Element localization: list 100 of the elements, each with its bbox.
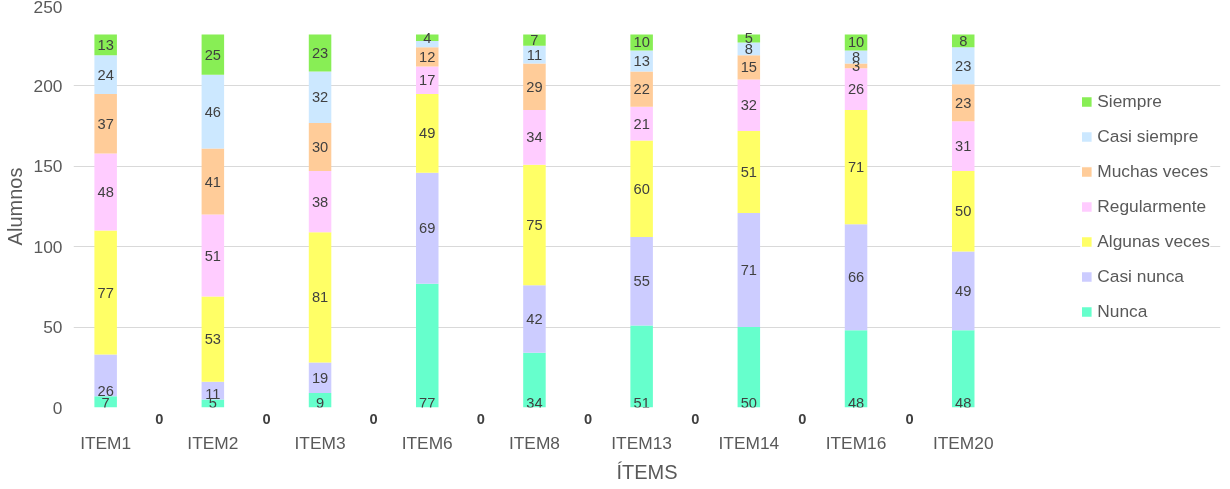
bar	[951, 251, 975, 331]
bar	[523, 63, 546, 111]
bar	[630, 140, 653, 238]
data-label: 0	[155, 410, 164, 427]
bar	[201, 296, 225, 382]
data-label: 50	[740, 394, 757, 411]
data-label: 10	[633, 34, 650, 51]
data-label: 15	[740, 59, 757, 76]
x-tick-label: ITEM2	[187, 432, 239, 453]
data-label: 81	[311, 289, 329, 306]
data-label: 77	[97, 284, 114, 301]
data-label: 71	[847, 159, 865, 176]
data-label: 32	[311, 89, 329, 106]
bar	[201, 214, 225, 297]
data-label: 0	[798, 410, 807, 427]
data-label: 48	[97, 184, 114, 201]
data-label: 51	[740, 163, 757, 180]
data-label: 12	[419, 48, 436, 65]
bar	[415, 283, 439, 408]
data-label: 11	[526, 46, 543, 63]
data-label: 49	[419, 125, 436, 142]
y-tick-label: 0	[52, 397, 63, 418]
data-label: 69	[419, 220, 436, 237]
data-label: 60	[633, 180, 650, 197]
legend-label: Nunca	[1097, 300, 1148, 322]
bar	[523, 110, 546, 165]
data-label: 13	[633, 52, 650, 69]
bar	[844, 330, 868, 408]
y-tick-label: 100	[33, 236, 63, 257]
data-label: 42	[526, 311, 543, 328]
data-label: 23	[311, 44, 329, 61]
data-label: 34	[526, 394, 543, 411]
x-tick-label: ITEM16	[825, 432, 887, 453]
x-tick-label: ITEM6	[401, 432, 453, 453]
data-label: 23	[955, 57, 972, 74]
data-label: 29	[526, 78, 543, 95]
data-label: 51	[633, 394, 650, 411]
data-label: 41	[204, 173, 222, 190]
data-label: 48	[955, 394, 972, 411]
bar	[523, 352, 546, 408]
bar	[308, 232, 332, 363]
bar	[415, 172, 439, 284]
data-label: 0	[262, 410, 271, 427]
data-label: 77	[419, 394, 436, 411]
bar	[951, 330, 975, 408]
y-tick-label: 200	[33, 75, 63, 96]
data-label: 0	[369, 410, 378, 427]
bar	[201, 74, 225, 149]
bar	[844, 224, 868, 331]
bar	[523, 285, 546, 353]
legend-label: Siempre	[1097, 90, 1162, 112]
data-label: 38	[311, 193, 329, 210]
data-label: 31	[955, 138, 972, 155]
y-tick-label: 150	[33, 156, 63, 177]
data-label: 71	[740, 262, 757, 279]
legend-label: Algunas veces	[1097, 230, 1210, 252]
data-label: 7	[530, 32, 539, 49]
data-label: 46	[204, 103, 222, 120]
data-label: 13	[97, 36, 114, 53]
data-label: 75	[526, 216, 543, 233]
data-label: 34	[526, 129, 543, 146]
data-label: 48	[847, 394, 865, 411]
data-label: 32	[740, 97, 757, 114]
bar	[630, 237, 653, 326]
data-label: 25	[204, 46, 222, 63]
bar	[737, 212, 761, 328]
bar	[630, 106, 653, 141]
bar	[844, 110, 868, 225]
bar	[94, 153, 117, 231]
y-tick-label: 250	[33, 0, 63, 17]
data-label: 17	[419, 72, 436, 89]
legend-label: Muchas veces	[1097, 160, 1209, 182]
data-label: 30	[311, 139, 329, 155]
x-tick-label: ITEM13	[611, 432, 672, 453]
bar	[951, 171, 975, 252]
legend-label: Casi nunca	[1097, 265, 1184, 287]
bar	[523, 164, 546, 286]
data-label: 22	[633, 81, 650, 98]
data-label: 10	[847, 34, 865, 51]
data-label: 53	[204, 331, 222, 348]
y-tick-label: 50	[43, 317, 63, 338]
bar	[737, 79, 761, 131]
x-tick-label: ITEM1	[80, 432, 132, 453]
x-tick-label: ITEM20	[932, 432, 994, 453]
bar	[523, 34, 546, 46]
x-axis-title: ÍTEMS	[616, 460, 678, 483]
bar	[415, 66, 439, 94]
data-label: 26	[847, 81, 865, 98]
bar	[737, 327, 761, 408]
x-tick-label: ITEM3	[294, 432, 346, 453]
data-label: 24	[97, 66, 114, 83]
data-label: 55	[633, 273, 650, 290]
bar	[94, 230, 117, 355]
data-label: 0	[905, 410, 914, 427]
data-label: 50	[955, 203, 972, 220]
data-label: 23	[955, 94, 972, 111]
data-label: 21	[633, 115, 650, 132]
bar	[630, 71, 653, 107]
bar	[308, 71, 332, 123]
data-label: 9	[315, 394, 325, 411]
